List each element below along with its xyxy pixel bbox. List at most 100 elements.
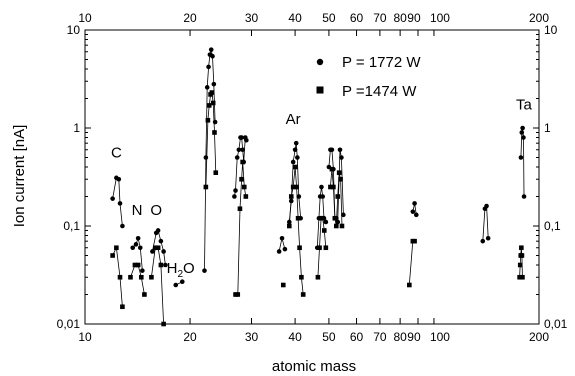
y-tick-label-left: 1 xyxy=(73,121,80,135)
legend-marker-square xyxy=(316,86,324,94)
series-1-line xyxy=(235,161,247,295)
data-point-square xyxy=(117,274,123,280)
data-point-circle xyxy=(292,147,298,153)
data-point-square xyxy=(243,194,249,199)
data-point-square xyxy=(331,184,336,190)
x-tick-label-top: 200 xyxy=(529,11,549,25)
element-label: H2O xyxy=(167,260,195,280)
data-point-circle xyxy=(521,194,527,199)
data-point-circle xyxy=(519,130,525,135)
data-point-circle xyxy=(133,242,139,247)
legend-marker-circle xyxy=(316,58,324,66)
data-point-square xyxy=(519,253,525,258)
data-point-square xyxy=(292,164,298,170)
data-point-circle xyxy=(485,235,491,241)
data-point-circle xyxy=(320,194,326,199)
data-point-circle xyxy=(295,155,300,160)
x-tick-label-top: 40 xyxy=(288,11,302,25)
data-point-square xyxy=(142,292,147,297)
x-tick-label-top: 80 xyxy=(393,11,407,25)
data-point-square xyxy=(334,223,339,229)
data-point-square xyxy=(290,184,296,190)
data-point-square xyxy=(519,245,524,251)
data-point-square xyxy=(323,245,329,251)
data-point-circle xyxy=(206,64,211,70)
data-point-square xyxy=(139,274,144,280)
data-point-square xyxy=(239,176,244,182)
data-point-circle xyxy=(158,238,164,244)
data-point-square xyxy=(209,90,215,95)
data-point-circle xyxy=(212,119,218,125)
data-point-square xyxy=(320,215,326,221)
data-point-circle xyxy=(413,212,419,218)
data-point-square xyxy=(520,274,525,280)
y-tick-label-left: 0,01 xyxy=(57,317,81,331)
data-point-circle xyxy=(240,147,245,153)
element-label: Ta xyxy=(516,96,533,113)
x-tick-label-bottom: 50 xyxy=(322,330,336,344)
data-point-circle xyxy=(323,219,329,225)
x-tick-label-bottom: 30 xyxy=(245,330,259,344)
data-point-circle xyxy=(161,249,166,254)
data-point-square xyxy=(317,245,322,251)
data-point-circle xyxy=(137,245,143,251)
data-point-square xyxy=(328,184,333,190)
data-point-square xyxy=(336,170,342,175)
data-point-circle xyxy=(150,249,155,254)
data-point-circle xyxy=(282,246,288,252)
data-point-circle xyxy=(110,196,115,201)
element-label: O xyxy=(150,202,162,219)
data-point-square xyxy=(295,215,301,221)
data-point-circle xyxy=(521,135,526,140)
x-tick-label-top: 70 xyxy=(373,11,387,25)
x-tick-label-bottom: 70 xyxy=(373,330,387,344)
data-point-square xyxy=(299,274,304,280)
data-point-square xyxy=(155,245,161,251)
data-point-circle xyxy=(337,147,343,153)
data-point-square xyxy=(132,262,138,268)
legend-label-1474: P =1474 W xyxy=(342,83,417,100)
series-0-line xyxy=(288,143,302,222)
data-point-circle xyxy=(130,245,136,251)
data-point-circle xyxy=(296,194,302,199)
data-point-square xyxy=(149,274,154,280)
x-tick-label-bottom: 40 xyxy=(288,330,302,344)
data-point-square xyxy=(158,262,164,268)
x-tick-label-top: 30 xyxy=(245,11,259,25)
data-point-square xyxy=(338,176,343,182)
data-point-square xyxy=(300,292,306,297)
data-point-square xyxy=(152,245,158,251)
data-point-square xyxy=(280,282,286,288)
y-tick-label-right: 10 xyxy=(544,23,558,37)
data-point-square xyxy=(286,223,292,229)
data-point-square xyxy=(288,194,294,199)
data-point-square xyxy=(294,184,299,190)
data-point-square xyxy=(212,130,217,135)
data-point-circle xyxy=(236,147,242,153)
data-point-square xyxy=(120,304,125,310)
data-point-circle xyxy=(484,203,489,209)
element-annotations: C N O H2O Ar Ta xyxy=(111,96,532,280)
data-point-circle xyxy=(234,155,240,160)
series-1-line xyxy=(112,246,123,307)
data-point-square xyxy=(161,321,166,327)
x-tick-label-top: 60 xyxy=(350,11,364,25)
series-1-line xyxy=(408,240,415,286)
data-point-circle xyxy=(290,159,296,165)
data-point-circle xyxy=(410,209,416,214)
x-tick-label-top: 100 xyxy=(430,11,450,25)
data-point-circle xyxy=(140,268,145,273)
x-tick-label-bottom: 90 xyxy=(407,330,421,344)
data-point-square xyxy=(128,274,133,280)
data-point-circle xyxy=(341,212,346,218)
data-point-circle xyxy=(279,235,285,241)
data-point-circle xyxy=(233,188,238,193)
data-point-square xyxy=(329,166,335,172)
x-tick-label-bottom: 10 xyxy=(78,330,92,344)
element-label: C xyxy=(111,145,122,162)
data-point-circle xyxy=(135,235,141,241)
data-point-circle xyxy=(163,262,168,268)
y-tick-label-right: 0,1 xyxy=(544,219,561,233)
data-point-square xyxy=(203,184,209,190)
